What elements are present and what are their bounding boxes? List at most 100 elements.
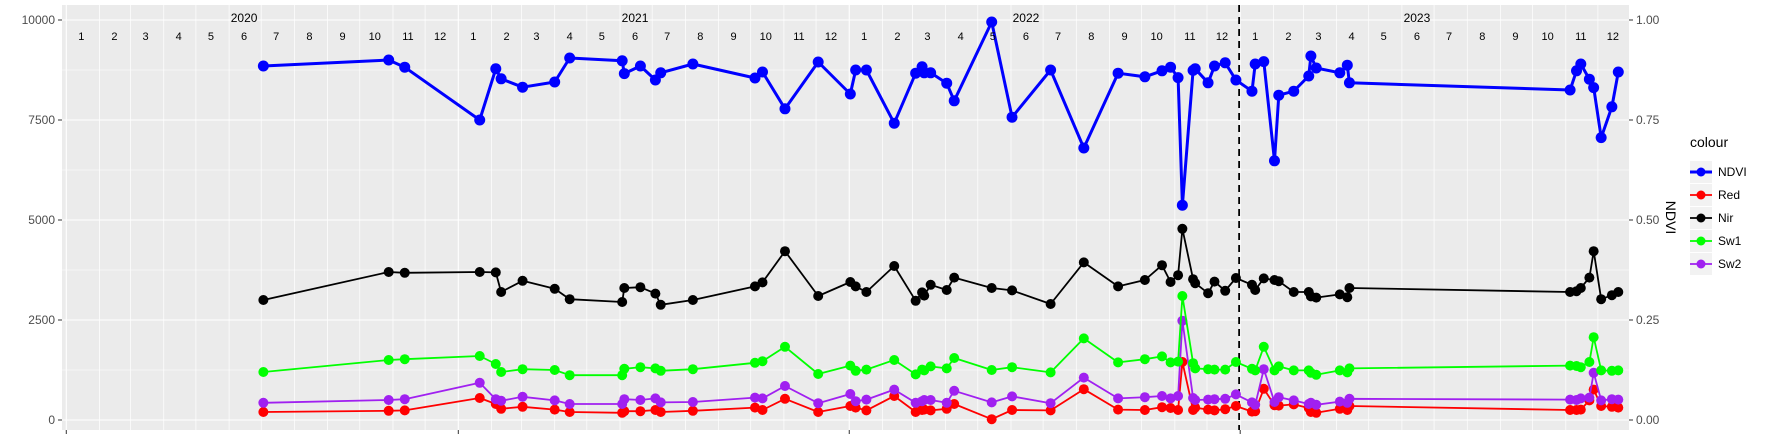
data-point-sw2 bbox=[635, 395, 646, 405]
data-point-red bbox=[564, 407, 575, 417]
data-point-sw1 bbox=[1139, 354, 1150, 365]
month-label: 11 bbox=[1575, 31, 1586, 43]
data-point-ndvi bbox=[616, 55, 628, 67]
right-axis-tick-label: 0.75 bbox=[1636, 113, 1660, 127]
data-point-sw1 bbox=[619, 363, 630, 374]
data-point-sw2 bbox=[399, 394, 410, 405]
data-point-sw2 bbox=[258, 397, 269, 408]
data-point-sw1 bbox=[1344, 363, 1355, 374]
data-point-red bbox=[1220, 404, 1231, 415]
right-y-axis: 0.00 0.25 0.50 0.75 1.00 bbox=[1629, 13, 1660, 427]
month-label: 11 bbox=[793, 31, 804, 43]
data-point-sw1 bbox=[757, 356, 768, 367]
month-label: 7 bbox=[664, 31, 670, 43]
data-point-red bbox=[949, 399, 960, 409]
legend-key-point bbox=[1696, 167, 1706, 177]
data-point-sw1 bbox=[383, 355, 394, 365]
data-point-ndvi bbox=[1006, 111, 1018, 123]
legend-label: Nir bbox=[1718, 211, 1733, 225]
data-point-sw1 bbox=[517, 364, 528, 375]
month-label: 8 bbox=[1088, 31, 1094, 43]
data-point-sw1 bbox=[1584, 357, 1595, 367]
data-point-sw1 bbox=[1334, 365, 1345, 376]
data-point-ndvi bbox=[549, 76, 561, 88]
data-point-sw1 bbox=[1273, 361, 1284, 372]
data-point-sw2 bbox=[517, 391, 528, 402]
month-label: 12 bbox=[434, 31, 446, 43]
data-point-ndvi bbox=[941, 77, 953, 89]
data-point-ndvi bbox=[1310, 62, 1322, 74]
data-point-ndvi bbox=[399, 61, 411, 73]
data-point-nir bbox=[1342, 292, 1353, 303]
data-point-ndvi bbox=[925, 67, 937, 79]
legend-key-point bbox=[1696, 259, 1706, 269]
month-label: 6 bbox=[632, 31, 638, 43]
data-point-nir bbox=[850, 281, 861, 292]
data-point-nir bbox=[1203, 288, 1214, 299]
data-point-ndvi bbox=[1219, 57, 1231, 69]
month-label: 11 bbox=[402, 31, 413, 43]
month-label: 12 bbox=[1607, 31, 1619, 43]
data-point-red bbox=[517, 401, 528, 412]
data-point-ndvi bbox=[1268, 155, 1280, 167]
data-point-sw1 bbox=[1165, 357, 1176, 368]
data-point-sw1 bbox=[1288, 365, 1299, 376]
data-point-sw2 bbox=[564, 399, 575, 409]
right-axis-tick-label: 0.00 bbox=[1636, 413, 1660, 427]
month-label: 10 bbox=[760, 31, 772, 43]
data-point-sw1 bbox=[1190, 363, 1201, 374]
data-point-sw2 bbox=[496, 395, 507, 406]
data-point-red bbox=[549, 404, 560, 415]
data-point-ndvi bbox=[655, 67, 667, 79]
data-point-ndvi bbox=[687, 58, 699, 70]
legend-key-point bbox=[1696, 190, 1706, 200]
legend-label: Sw2 bbox=[1718, 257, 1742, 271]
data-point-nir bbox=[1258, 273, 1269, 284]
data-point-red bbox=[1190, 402, 1201, 413]
legend-label: Sw1 bbox=[1718, 234, 1742, 248]
data-point-red bbox=[635, 406, 646, 417]
x-axis bbox=[65, 430, 1241, 434]
data-point-sw1 bbox=[1258, 341, 1269, 352]
data-point-nir bbox=[1173, 270, 1184, 281]
month-label: 10 bbox=[1541, 31, 1553, 43]
data-point-sw2 bbox=[1139, 392, 1150, 403]
data-point-sw2 bbox=[941, 397, 952, 408]
month-label: 5 bbox=[599, 31, 605, 43]
data-point-sw1 bbox=[564, 370, 575, 381]
month-label: 1 bbox=[470, 31, 476, 43]
data-point-nir bbox=[1596, 294, 1607, 305]
series-sw1 bbox=[258, 291, 1624, 381]
data-point-red bbox=[1258, 383, 1269, 394]
data-point-nir bbox=[910, 295, 921, 306]
data-point-sw2 bbox=[1220, 393, 1231, 404]
data-point-sw1 bbox=[1613, 365, 1624, 376]
data-point-sw1 bbox=[1209, 364, 1220, 375]
month-label: 3 bbox=[142, 31, 148, 43]
data-point-sw1 bbox=[1588, 332, 1599, 343]
month-label: 1 bbox=[1252, 31, 1258, 43]
data-point-ndvi bbox=[1303, 70, 1315, 82]
year-label: 2023 bbox=[1404, 11, 1431, 25]
data-point-red bbox=[1209, 405, 1220, 416]
month-label: 2 bbox=[1285, 31, 1291, 43]
data-point-sw1 bbox=[779, 341, 790, 352]
data-point-sw2 bbox=[925, 395, 936, 405]
data-point-ndvi bbox=[1273, 89, 1285, 101]
data-point-sw1 bbox=[258, 367, 269, 377]
data-point-nir bbox=[549, 283, 560, 294]
data-point-ndvi bbox=[1612, 66, 1624, 78]
month-label: 3 bbox=[924, 31, 930, 43]
left-y-axis: 0 2500 5000 7500 10000 bbox=[22, 13, 62, 427]
plot-panel bbox=[62, 5, 1629, 430]
data-point-ndvi bbox=[850, 64, 862, 76]
data-point-ndvi bbox=[495, 73, 507, 85]
data-point-nir bbox=[655, 299, 666, 310]
data-point-nir bbox=[1007, 285, 1018, 296]
data-point-sw2 bbox=[549, 395, 560, 406]
month-label: 5 bbox=[208, 31, 214, 43]
data-point-sw1 bbox=[1250, 365, 1261, 376]
data-point-sw2 bbox=[1613, 394, 1624, 405]
data-point-sw1 bbox=[1007, 362, 1018, 373]
data-point-red bbox=[1613, 402, 1624, 413]
